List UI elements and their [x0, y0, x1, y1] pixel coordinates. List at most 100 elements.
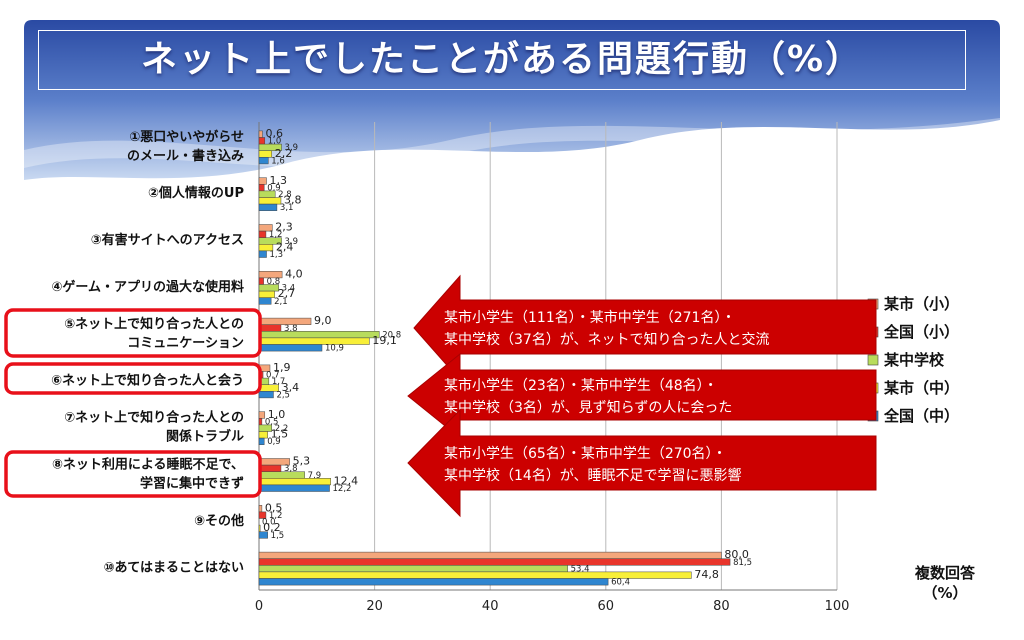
data-label: 12,4: [334, 474, 359, 487]
data-label: 1,5: [271, 531, 285, 541]
data-label: 4,0: [285, 267, 303, 280]
callout-arrow: [407, 408, 877, 518]
data-label: 10,9: [325, 344, 344, 354]
callout-text: 某中学校（3名）が、見ず知らずの人に会った: [444, 399, 732, 416]
bar: [258, 558, 731, 566]
bar: [258, 418, 263, 426]
bar: [258, 184, 265, 192]
category-label: ⑧ネット利用による睡眠不足で、: [52, 457, 244, 473]
data-label: 1,7: [272, 377, 286, 387]
bar: [258, 484, 330, 492]
bar: [258, 250, 267, 258]
x-tick-label: 100: [825, 599, 850, 614]
data-label: 1,5: [271, 428, 289, 441]
bar: [258, 478, 331, 486]
bar: [258, 150, 272, 158]
category-label: ⑦ネット上で知り合った人との: [64, 410, 244, 426]
data-label: 9,0: [314, 314, 332, 327]
data-label: 2,2: [275, 147, 293, 160]
bar: [258, 290, 275, 298]
legend-swatch: [867, 354, 879, 366]
data-label: 60,4: [611, 578, 630, 588]
data-label: 0,0: [262, 518, 276, 528]
bar: [258, 137, 266, 145]
data-label: 0,7: [266, 371, 280, 381]
category-label: ③有害サイトへのアクセス: [91, 232, 244, 248]
data-label: 0,9: [267, 437, 281, 447]
title-frame: [38, 30, 966, 90]
callout-text: 某市小学生（65名）・某市中学生（270名）・: [444, 445, 727, 462]
data-label: 74,8: [694, 568, 719, 581]
data-label: 3,9: [285, 143, 299, 153]
bar: [258, 511, 267, 519]
bar: [258, 177, 267, 185]
category-label: ④ゲーム・アプリの過大な使用料: [51, 279, 244, 295]
data-label: 7,9: [308, 471, 322, 481]
category-label: ②個人情報のUP: [148, 185, 244, 201]
bar: [258, 284, 279, 292]
bar: [258, 277, 264, 285]
x-tick-label: 0: [255, 599, 263, 614]
data-label: 1,2: [269, 511, 283, 521]
data-label: 81,5: [733, 558, 752, 568]
bar: [258, 324, 282, 332]
data-label: 20,8: [382, 330, 401, 340]
legend-label: 某中学校: [884, 351, 945, 369]
data-label: 0,8: [267, 277, 281, 287]
bar: [258, 344, 323, 352]
category-label: ⑥ネット上で知り合った人と会う: [51, 372, 244, 388]
highlight-box: [4, 362, 262, 395]
category-label: 関係トラブル: [166, 429, 244, 445]
bar: [258, 197, 282, 205]
data-label: 53,4: [571, 564, 590, 574]
callout-text: 某中学校（37名）が、ネットで知り合った人と交流: [444, 331, 770, 348]
data-label: 1,9: [273, 361, 291, 374]
callout-arrow: [407, 352, 877, 440]
note-text: （%）: [922, 584, 967, 602]
bar: [258, 524, 261, 532]
data-label: 2,4: [276, 240, 294, 253]
data-label: 3,1: [280, 203, 294, 213]
legend-label: 全国（中）: [883, 407, 959, 425]
bar: [258, 130, 263, 138]
bar: [258, 565, 568, 573]
data-label: 12,2: [333, 484, 352, 494]
highlight-box: [4, 450, 262, 498]
data-label: 0,5: [265, 501, 283, 514]
x-tick-label: 20: [366, 599, 383, 614]
x-tick-label: 40: [482, 599, 499, 614]
legend-label: 某市（小）: [884, 295, 959, 313]
data-label: 1,3: [270, 250, 284, 260]
x-tick-label: 60: [598, 599, 615, 614]
data-label: 3,4: [282, 381, 300, 394]
bar: [258, 331, 380, 339]
data-label: 2,7: [278, 287, 296, 300]
legend-label: 全国（小）: [883, 323, 959, 341]
data-label: 1,3: [270, 174, 288, 187]
data-label: 1,0: [268, 137, 282, 147]
category-label: ⑨その他: [194, 513, 244, 529]
data-label: 0,2: [263, 521, 281, 534]
bar: [258, 190, 276, 198]
data-label: 2,8: [278, 190, 292, 200]
bar: [258, 464, 282, 472]
data-label: 0,5: [265, 417, 279, 427]
data-label: 3,4: [282, 284, 296, 294]
bar: [258, 297, 272, 305]
data-label: 80,0: [724, 548, 749, 561]
data-label: 0,6: [265, 127, 283, 140]
bar: [258, 230, 267, 238]
callout-arrow: [413, 274, 877, 382]
x-tick-label: 80: [713, 599, 730, 614]
highlight-box: [4, 308, 262, 358]
callout-text: 某市小学生（111名）・某市中学生（271名）・: [444, 309, 735, 326]
bar: [258, 551, 722, 559]
callout-text: 某中学校（14名）が、睡眠不足で学習に悪影響: [444, 467, 742, 484]
bar: [258, 157, 269, 165]
category-label: のメール・書き込み: [127, 148, 244, 164]
data-label: 1,0: [268, 408, 286, 421]
category-label: ①悪口やいやがらせ: [129, 129, 244, 145]
data-label: 3,8: [284, 194, 302, 207]
bar: [258, 437, 265, 445]
